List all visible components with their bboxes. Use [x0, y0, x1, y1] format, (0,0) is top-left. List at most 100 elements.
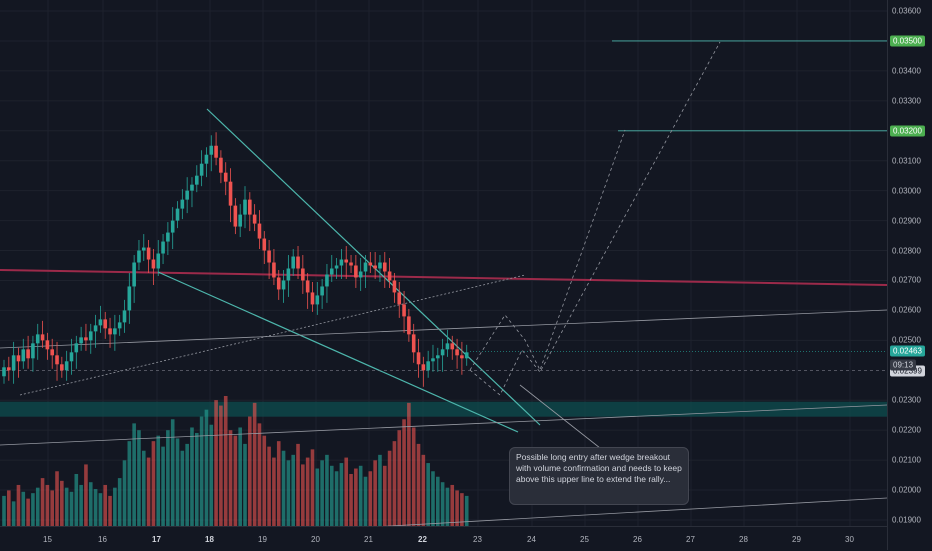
volume-bar — [21, 491, 26, 526]
candle — [276, 269, 281, 300]
volume-bar — [426, 463, 430, 526]
candle — [431, 344, 435, 372]
time-axis[interactable]: 15 16 17 18 19 20 21 22 23 24 25 26 27 28 29 30 — [0, 526, 887, 551]
price-tick-label: 0.02300 — [892, 395, 921, 405]
candle — [286, 255, 291, 297]
volume-bar — [436, 476, 440, 526]
volume-bar — [103, 484, 108, 526]
volume-bar — [45, 484, 50, 526]
candle — [84, 323, 88, 351]
candle — [170, 207, 175, 250]
candle — [137, 240, 141, 270]
volume-bar — [305, 457, 310, 526]
time-tick-label: 30 — [845, 535, 854, 544]
candle — [190, 177, 194, 208]
candle — [31, 335, 35, 372]
volume-bar — [74, 474, 79, 526]
price-tick-label: 0.02600 — [892, 305, 921, 315]
time-tick-label: 16 — [98, 535, 107, 544]
candle — [175, 201, 180, 229]
candle — [2, 359, 6, 384]
volume-bar — [445, 487, 450, 526]
channel-upper-line — [0, 309, 887, 349]
channel-lower-line — [0, 404, 887, 446]
volume-bar — [151, 441, 156, 526]
volume-bar — [329, 465, 334, 526]
volume-bar — [358, 465, 363, 526]
candle — [436, 347, 440, 372]
volume-bar — [257, 423, 262, 526]
candle — [60, 356, 64, 378]
time-tick-label: 29 — [792, 535, 801, 544]
volume-bar — [310, 449, 315, 526]
volume-bar — [79, 484, 83, 526]
candle — [50, 338, 54, 369]
projection-path-2 — [469, 41, 721, 396]
candle — [238, 204, 242, 238]
candle — [262, 231, 267, 265]
price-tick-label: 0.02900 — [892, 216, 921, 226]
candle — [402, 290, 406, 333]
volume-bar — [378, 454, 382, 526]
candle — [325, 264, 329, 303]
volume-bar — [262, 435, 267, 526]
time-tick-label: 24 — [527, 535, 536, 544]
volume-bar — [252, 402, 257, 526]
volume-bar — [464, 495, 469, 526]
time-tick-label: 25 — [580, 535, 589, 544]
candle — [252, 204, 257, 232]
volume-bar — [387, 450, 392, 526]
volume-bar — [281, 450, 286, 526]
volume-bar — [26, 498, 30, 526]
resistance-line — [0, 268, 887, 286]
volume-bar — [267, 446, 271, 526]
candle — [156, 240, 161, 276]
volume-bar — [98, 493, 103, 526]
volume-bar — [137, 430, 141, 526]
volume-bar — [55, 471, 59, 526]
candle — [199, 150, 204, 187]
time-tick-label: 20 — [311, 535, 320, 544]
volume-bar — [407, 402, 411, 526]
volume-bar — [349, 474, 353, 526]
candle — [88, 323, 93, 354]
volume-bar — [35, 487, 40, 526]
volume-bar — [88, 482, 93, 526]
candle — [204, 147, 209, 178]
volume-bar — [238, 427, 242, 526]
price-chart[interactable] — [0, 0, 887, 526]
candle — [416, 338, 421, 378]
candle — [214, 132, 218, 166]
volume-bar — [175, 438, 180, 526]
volume-bar — [50, 490, 54, 526]
candle — [55, 341, 59, 381]
support-zone — [0, 401, 887, 417]
candle — [368, 252, 373, 273]
candle — [460, 341, 464, 375]
volume-bar — [84, 464, 88, 526]
price-axis[interactable]: 0.03600 0.03500 0.03400 0.03300 0.03200 0.031… — [887, 0, 932, 550]
time-tick-label: 28 — [739, 535, 748, 544]
volume-bar — [233, 435, 238, 526]
volume-bar — [180, 450, 185, 526]
candle — [122, 299, 127, 333]
candle — [373, 252, 377, 279]
price-tick-label: 0.03600 — [892, 6, 921, 16]
price-tick-label: 0.01900 — [892, 515, 921, 525]
candle — [233, 198, 238, 235]
price-tick-label: 0.02700 — [892, 275, 921, 285]
time-tick-label: 23 — [473, 535, 482, 544]
candle — [296, 246, 300, 279]
candle — [301, 255, 305, 294]
time-tick-label: 19 — [258, 535, 267, 544]
candle — [228, 168, 233, 223]
candles — [2, 132, 469, 387]
volume-bar — [170, 419, 175, 526]
candle — [74, 335, 79, 369]
candle — [392, 272, 397, 303]
volume-bar — [11, 501, 16, 526]
volume-bar — [276, 441, 281, 526]
annotation-note[interactable]: Possible long entry after wedge breakout… — [509, 447, 689, 505]
time-tick-label: 18 — [205, 535, 214, 544]
volume-bar — [108, 495, 112, 526]
